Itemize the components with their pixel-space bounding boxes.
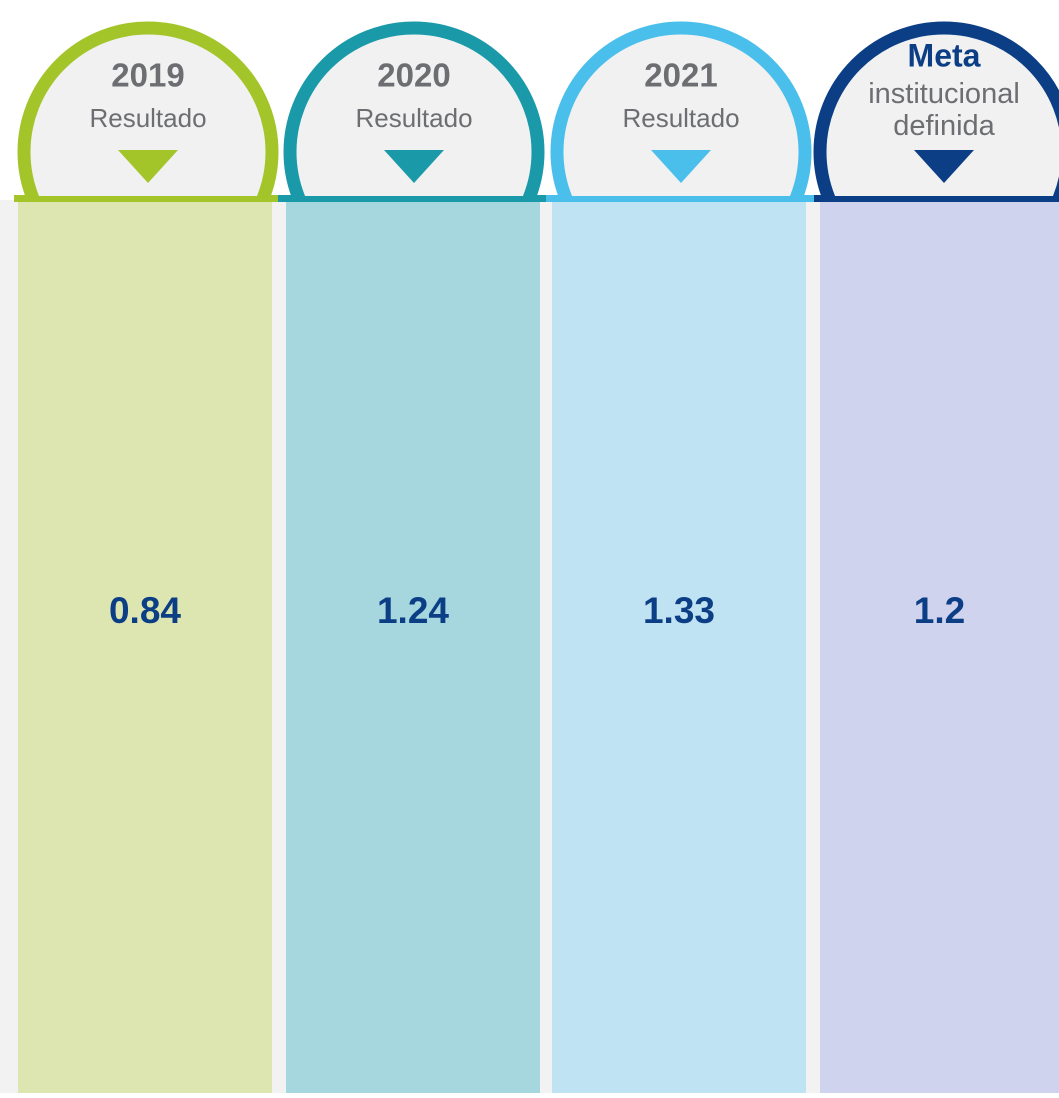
column-value: 1.24 [377,590,449,631]
header-line [278,195,546,202]
badge-arrow [384,150,444,183]
badge [283,21,545,196]
column-title: 2019 [111,57,184,94]
column-fill [820,200,1059,1093]
column-subtitle: Resultado [622,103,739,133]
badge-arrow [118,150,178,183]
column-value: 0.84 [109,590,181,631]
badge-arrow [651,150,711,183]
column-title: 2021 [644,57,717,94]
header-line [814,195,1059,202]
column-subtitle: institucional definida [868,78,1020,142]
column-subtitle: Resultado [89,103,206,133]
header-line [14,195,278,202]
header-line [546,195,814,202]
badge [17,21,279,196]
badge-circle [17,21,279,196]
column-value: 1.33 [643,590,715,631]
badge-circle [813,21,1059,196]
column-fill [18,200,272,1093]
column-value: 1.2 [914,590,965,631]
subtitle-line: definida [893,110,995,142]
badge-circle [550,21,812,196]
column-fill [552,200,806,1093]
column-fill [286,200,540,1093]
column-title: 2020 [377,57,450,94]
badge [813,21,1059,196]
column-title: Meta [908,37,981,73]
badge-circle [283,21,545,196]
badge [550,21,812,196]
subtitle-line: institucional [868,78,1020,110]
column-subtitle: Resultado [355,103,472,133]
badge-arrow [914,150,974,183]
